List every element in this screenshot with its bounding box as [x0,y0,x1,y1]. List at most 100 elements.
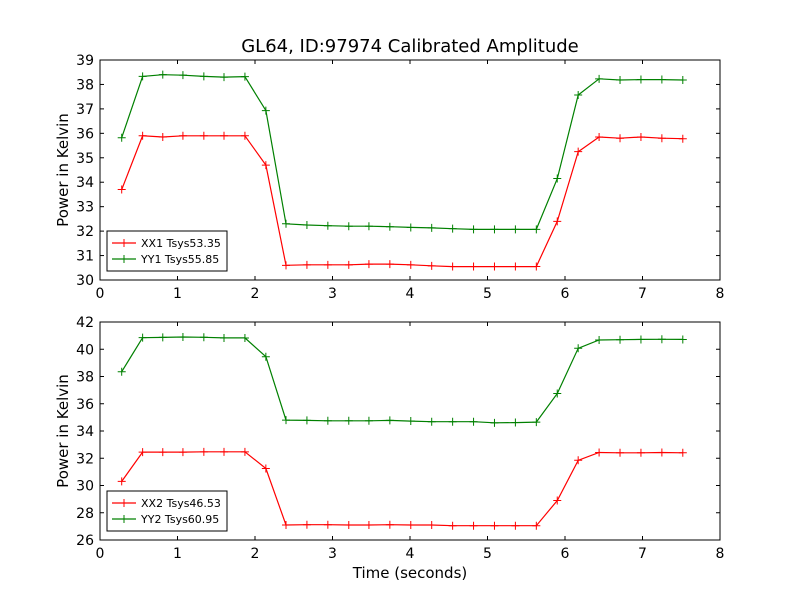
data-point-1-1-13 [364,260,373,269]
data-point-1-2-28 [678,76,687,85]
x-tick-label-1-5: 4 [406,286,415,302]
data-point-2-1-19 [490,521,499,530]
data-point-2-1-14 [385,520,394,529]
y-tick-label-2-1: 26 [76,533,94,549]
data-point-1-2-6 [220,73,228,82]
y-tick-label-1-7: 36 [76,126,94,142]
legend-label-1-2: YY1 Tsys55.85 [140,253,219,266]
x-tick-label-1-9: 8 [716,286,725,302]
y-tick-label-1-4: 33 [76,200,94,216]
legend-marker-1-1 [120,239,128,247]
y-tick-label-2-6: 36 [76,397,94,413]
legend-label-2-1: XX2 Tsys46.53 [141,497,221,510]
data-point-2-2-20 [511,418,520,427]
data-point-2-1-20 [511,521,520,530]
legend-box-2 [106,490,228,532]
y-tick-label-1-6: 35 [76,151,94,167]
data-point-2-1-16 [427,521,436,530]
data-point-2-1-13 [364,521,373,530]
data-point-1-2-5 [199,72,208,81]
data-point-1-2-25 [616,76,625,85]
y-tick-label-1-3: 32 [76,224,94,240]
data-point-2-2-23 [574,344,583,353]
data-point-1-1-27 [657,134,666,143]
data-point-1-1-18 [469,262,478,271]
data-point-2-1-1 [117,477,126,486]
y-tick-label-1-1: 30 [76,273,94,289]
data-point-2-2-11 [323,416,332,425]
x-axis-label: Time (seconds) [352,564,468,582]
data-point-1-1-24 [595,133,604,141]
data-point-2-1-17 [448,521,457,530]
data-point-2-2-24 [595,335,604,344]
data-point-1-1-9 [282,261,290,270]
data-point-2-2-18 [469,417,478,426]
x-tick-label-1-7: 6 [561,286,570,302]
data-point-2-1-7 [240,447,249,456]
data-point-1-1-11 [323,260,332,269]
x-tick-label-1-3: 2 [251,286,260,302]
data-point-2-1-3 [158,448,167,457]
x-tick-label-2-1: 0 [96,546,105,562]
data-point-2-1-28 [678,448,687,457]
data-point-2-2-4 [178,332,187,341]
data-point-2-2-13 [364,416,373,425]
data-point-2-2-25 [616,335,625,344]
legend-marker-1-2 [120,255,128,263]
x-tick-label-1-1: 0 [96,286,105,302]
x-tick-label-1-8: 7 [638,286,647,302]
data-point-1-1-3 [158,133,167,141]
x-tick-label-1-2: 1 [173,286,182,302]
data-point-2-2-26 [636,335,645,344]
data-point-2-2-2 [138,333,147,342]
data-point-2-1-25 [616,448,625,457]
x-tick-label-2-4: 3 [328,546,337,562]
data-point-2-2-6 [220,333,228,342]
data-point-2-1-2 [138,448,147,457]
chart-title: GL64, ID:97974 Calibrated Amplitude [241,36,579,57]
data-point-1-2-20 [511,225,520,234]
x-tick-label-2-9: 8 [716,546,725,562]
x-tick-label-1-6: 5 [483,286,492,302]
data-point-2-2-19 [490,418,499,427]
y-tick-label-1-9: 38 [76,77,94,93]
data-point-2-2-5 [199,333,208,342]
data-point-1-2-12 [344,222,353,231]
data-point-2-2-16 [427,417,436,426]
data-point-2-1-6 [220,447,228,456]
data-point-2-2-14 [385,416,394,425]
data-point-1-1-22 [553,217,562,226]
data-point-1-1-23 [574,147,583,156]
data-point-1-2-2 [138,72,147,81]
data-point-1-1-28 [678,134,687,143]
data-point-2-1-12 [344,521,353,530]
y-tick-label-2-4: 32 [76,451,94,467]
legend-label-1-1: XX1 Tsys53.35 [141,237,221,250]
data-point-2-1-4 [178,448,187,457]
data-point-1-1-12 [344,260,353,269]
data-point-1-1-26 [636,133,645,141]
data-point-1-2-15 [406,223,415,232]
data-point-2-2-8 [261,352,270,361]
x-tick-label-2-5: 4 [406,546,415,562]
data-point-2-1-5 [199,447,208,456]
data-point-1-2-22 [553,174,562,183]
y-axis-label-2: Power in Kelvin [54,374,72,488]
data-point-1-1-14 [385,260,394,269]
series-line-1-1 [121,135,683,268]
data-point-2-1-22 [553,496,562,505]
y-tick-label-1-8: 37 [76,102,94,118]
data-point-1-1-8 [261,161,270,170]
data-point-2-1-11 [323,520,332,529]
data-point-2-1-15 [406,521,415,530]
y-tick-label-1-2: 31 [76,249,94,265]
y-tick-label-2-9: 42 [76,315,94,331]
data-point-1-2-9 [282,219,290,228]
data-point-1-2-13 [364,222,373,231]
data-point-1-2-17 [448,224,457,233]
data-point-1-2-27 [657,75,666,84]
data-point-2-2-1 [117,367,126,376]
y-tick-label-2-3: 30 [76,479,94,495]
